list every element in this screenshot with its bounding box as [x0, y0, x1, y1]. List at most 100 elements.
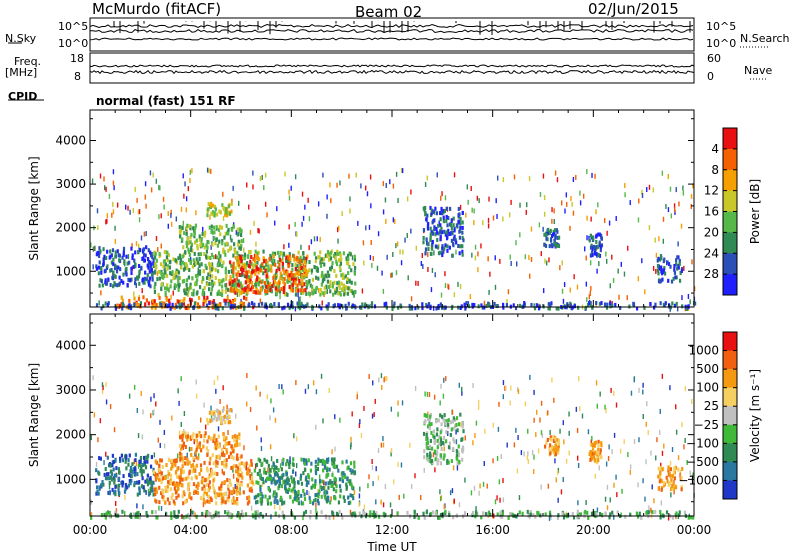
- echo-cell: [329, 500, 332, 505]
- echo-cell: [315, 389, 318, 395]
- echo-cell: [203, 460, 206, 465]
- echo-cell: [326, 495, 330, 500]
- echo-cell: [249, 278, 252, 283]
- echo-cell: [285, 255, 288, 260]
- echo-cell: [337, 500, 341, 505]
- echo-cell: [653, 498, 655, 504]
- echo-cell: [137, 510, 140, 515]
- echo-cell: [109, 404, 112, 410]
- echo-cell: [589, 260, 592, 266]
- echo-cell: [296, 264, 299, 269]
- echo-cell: [641, 258, 643, 264]
- echo-cell: [114, 492, 117, 497]
- echo-cell: [563, 439, 565, 445]
- echo-cell: [427, 266, 429, 272]
- echo-cell: [251, 472, 253, 478]
- echo-cell: [598, 240, 601, 245]
- echo-cell: [191, 168, 193, 174]
- y-tick-label: 3000: [55, 383, 86, 397]
- echo-cell: [353, 257, 357, 262]
- echo-cell: [242, 301, 246, 306]
- echo-cell: [127, 205, 129, 211]
- echo-cell: [137, 296, 141, 301]
- echo-cell: [98, 300, 100, 306]
- echo-cell: [431, 510, 435, 515]
- echo-cell: [225, 241, 228, 246]
- echo-cell: [259, 458, 262, 463]
- echo-cell: [656, 268, 660, 273]
- echo-cell: [198, 264, 201, 269]
- echo-cell: [452, 416, 455, 421]
- echo-cell: [292, 488, 294, 494]
- echo-cell: [150, 484, 154, 489]
- echo-cell: [438, 515, 441, 520]
- echo-cell: [408, 303, 411, 308]
- echo-cell: [476, 195, 479, 201]
- echo-cell: [165, 297, 169, 302]
- echo-cell: [502, 497, 505, 503]
- echo-cell: [395, 171, 398, 177]
- echo-cell: [440, 292, 443, 298]
- echo-cell: [349, 509, 352, 515]
- echo-cell: [386, 254, 388, 260]
- echo-cell: [192, 432, 195, 437]
- echo-cell: [201, 242, 205, 247]
- echo-cell: [392, 217, 395, 223]
- echo-cell: [539, 417, 541, 423]
- echo-cell: [268, 281, 272, 286]
- echo-cell: [443, 229, 446, 234]
- echo-cell: [277, 260, 280, 265]
- echo-cell: [372, 510, 375, 515]
- echo-cell: [168, 501, 171, 506]
- echo-cell: [274, 480, 278, 485]
- echo-cell: [98, 283, 101, 288]
- y-tick-label: 2000: [55, 428, 86, 442]
- echo-cell: [650, 507, 652, 513]
- echo-cell: [314, 289, 317, 294]
- echo-cell: [232, 273, 235, 278]
- echo-cell: [103, 254, 106, 259]
- echo-cell: [579, 406, 581, 412]
- echo-cell: [227, 420, 230, 425]
- echo-cell: [233, 438, 236, 443]
- echo-cell: [441, 512, 444, 517]
- echo-cell: [167, 211, 169, 217]
- freq-panel-frame: [89, 52, 695, 84]
- echo-cell: [294, 267, 297, 272]
- echo-cell: [215, 455, 218, 460]
- echo-cell: [597, 451, 600, 456]
- echo-cell: [452, 223, 455, 228]
- echo-cell: [351, 303, 354, 308]
- echo-cell: [176, 467, 179, 472]
- echo-cell: [197, 252, 200, 257]
- echo-cell: [637, 514, 640, 519]
- echo-cell: [362, 240, 365, 246]
- echo-cell: [232, 467, 234, 473]
- echo-cell: [300, 493, 303, 498]
- echo-cell: [613, 390, 615, 396]
- echo-cell: [594, 246, 597, 251]
- echo-cell: [274, 275, 277, 280]
- echo-cell: [604, 404, 606, 410]
- echo-cell: [301, 278, 304, 283]
- echo-cell: [272, 476, 275, 481]
- echo-cell: [192, 458, 196, 463]
- echo-cell: [309, 499, 312, 504]
- echo-cell: [455, 449, 458, 454]
- echo-cell: [232, 283, 236, 288]
- echo-cell: [212, 255, 215, 260]
- echo-cell: [324, 483, 327, 489]
- echo-cell: [442, 393, 445, 399]
- echo-cell: [385, 305, 388, 310]
- echo-cell: [209, 496, 212, 501]
- echo-cell: [327, 257, 331, 262]
- echo-cell: [209, 512, 212, 517]
- echo-cell: [315, 507, 317, 513]
- echo-cell: [282, 472, 285, 477]
- echo-cell: [450, 427, 453, 432]
- echo-cell: [280, 251, 283, 256]
- echo-cell: [238, 435, 241, 440]
- echo-cell: [200, 239, 203, 244]
- echo-cell: [256, 499, 259, 504]
- echo-cell: [678, 510, 681, 515]
